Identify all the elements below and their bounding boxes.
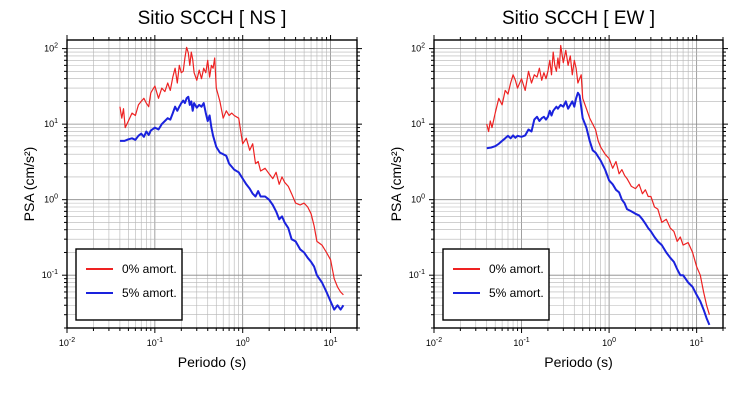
y-tick-label: 102 [411, 43, 425, 54]
y-tick-label: 102 [44, 43, 58, 54]
legend-label: 0% amort. [122, 262, 177, 276]
y-tick-label: 10-1 [409, 269, 425, 280]
x-axis-label: Periodo (s) [544, 354, 612, 370]
grid-lines [433, 40, 724, 329]
y-tick-label: 101 [44, 118, 58, 129]
x-tick-label: 100 [602, 337, 616, 348]
series-line-damped [119, 95, 345, 311]
legend-label: 5% amort. [489, 286, 544, 300]
y-tick-label: 101 [411, 118, 425, 129]
y-axis-label: PSA (cm/s²) [21, 147, 37, 222]
series-line-undamped [119, 46, 344, 296]
axis-ticks [62, 35, 362, 333]
legend-label: 0% amort. [489, 262, 544, 276]
series-line-undamped [486, 44, 710, 315]
x-tick-label: 10-1 [513, 337, 529, 348]
x-tick-label: 10-2 [426, 337, 442, 348]
y-axis-label: PSA (cm/s²) [388, 147, 404, 222]
y-tick-label: 100 [44, 194, 58, 205]
x-tick-label: 101 [324, 337, 338, 348]
x-tick-label: 100 [236, 337, 250, 348]
chart-title: Sitio SCCH [ EW ] [502, 8, 655, 29]
legend: 0% amort. 5% amort. [442, 248, 550, 321]
x-tick-label: 10-2 [59, 337, 75, 348]
chart-panel-1: 10-2 10-1 100 101 10-1 100 101 102 Sitio SCCH [ … [388, 8, 728, 370]
x-axis-label: Periodo (s) [178, 354, 246, 370]
x-tick-label: 10-1 [147, 337, 163, 348]
series-line-damped [486, 91, 711, 326]
axis-ticks [429, 35, 728, 333]
legend-box [442, 248, 550, 321]
x-tick-label: 101 [690, 337, 704, 348]
legend: 0% amort. 5% amort. [75, 248, 183, 321]
grid-lines [66, 40, 358, 329]
plot-frame [433, 39, 724, 329]
legend-box [75, 248, 183, 321]
y-tick-label: 10-1 [42, 269, 58, 280]
chart-title: Sitio SCCH [ NS ] [138, 8, 287, 29]
chart-panel-0: 10-2 10-1 100 101 10-1 100 101 102 Sitio SCCH [ … [21, 8, 362, 370]
plot-frame [66, 39, 358, 329]
y-tick-label: 100 [411, 194, 425, 205]
legend-label: 5% amort. [122, 286, 177, 300]
